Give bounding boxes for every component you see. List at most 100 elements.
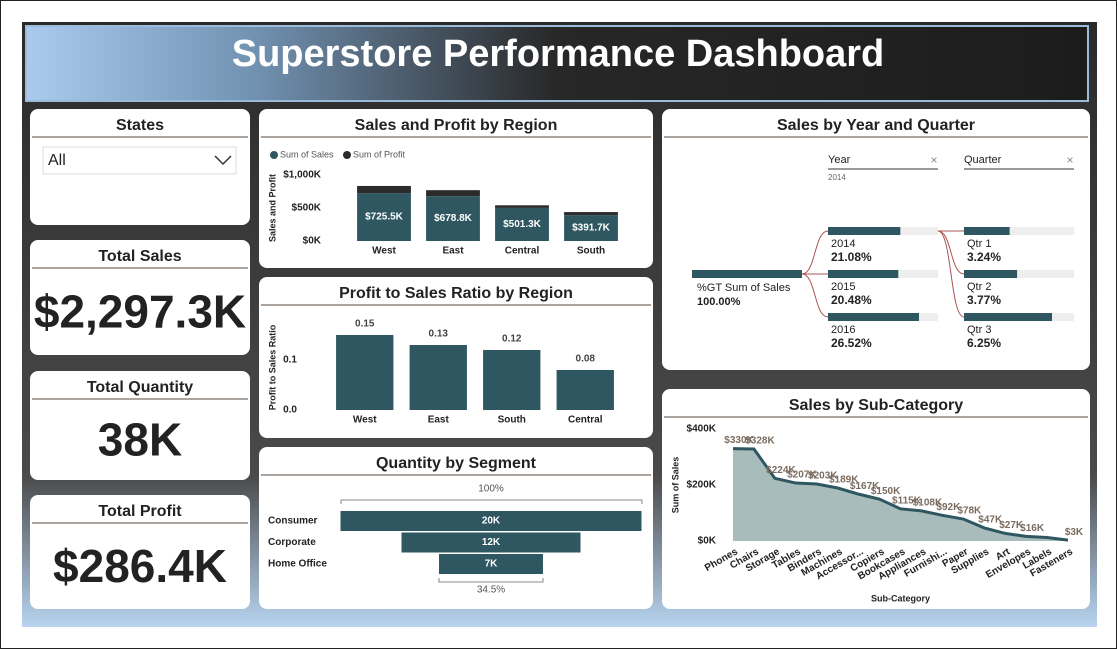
- x-tick-label: Central: [568, 415, 603, 426]
- funnel-bottom-label: 34.5%: [477, 585, 505, 596]
- data-label: 0.15: [355, 319, 375, 330]
- funnel-value: 12K: [482, 537, 501, 548]
- bar: [357, 193, 411, 241]
- data-label: $150K: [871, 486, 901, 497]
- data-label: 0.08: [576, 354, 596, 365]
- data-label: $167K: [850, 481, 880, 492]
- node-bar[interactable]: [828, 313, 919, 321]
- y-tick-label: $1,000K: [283, 170, 322, 181]
- y-axis-label: Sum of Sales: [670, 457, 680, 514]
- data-label: $92K: [936, 502, 961, 513]
- node-bar[interactable]: [828, 270, 899, 278]
- title-bar: [25, 25, 1089, 102]
- x-tick-label: East: [428, 415, 450, 426]
- legend-label: Sum of Sales: [280, 149, 334, 159]
- x-tick-label: South: [577, 246, 605, 257]
- bar: [409, 345, 467, 410]
- funnel-top-label: 100%: [478, 484, 504, 495]
- filter-selection: 2014: [828, 173, 846, 182]
- legend-marker: [270, 151, 278, 159]
- kpi-value: 38K: [98, 414, 182, 466]
- node-track: [964, 270, 1074, 278]
- node-track: [964, 227, 1074, 235]
- data-label: $3K: [1065, 527, 1084, 538]
- filter-label: Quarter: [964, 154, 1002, 166]
- y-tick-label: $200K: [687, 480, 717, 491]
- panel-title: Sales and Profit by Region: [355, 117, 558, 134]
- connector: [937, 230, 965, 275]
- panel: [30, 371, 250, 480]
- panel-title: Total Profit: [98, 503, 182, 520]
- node-value: 3.77%: [967, 293, 1001, 307]
- bar: [556, 370, 614, 410]
- data-label: $47K: [978, 515, 1003, 526]
- x-tick-label: West: [353, 415, 377, 426]
- dashboard-title: Superstore Performance Dashboard: [232, 33, 885, 75]
- bar: [483, 350, 541, 410]
- line: [732, 447, 1069, 542]
- data-label: $330K: [724, 435, 754, 446]
- node-value: 20.48%: [831, 293, 872, 307]
- category-label: Corporate: [268, 537, 316, 548]
- bar: [426, 196, 480, 241]
- y-tick-label: $0K: [303, 236, 322, 247]
- x-tick-label: West: [372, 246, 396, 257]
- node-label: 2015: [831, 281, 855, 293]
- bracket: [438, 578, 544, 583]
- filter-clear[interactable]: ×: [930, 153, 937, 167]
- kpi-value: $286.4K: [53, 540, 227, 592]
- panel-title: Sales by Year and Quarter: [777, 117, 975, 134]
- filter-label: Year: [828, 154, 851, 166]
- category-label: Consumer: [268, 516, 318, 527]
- y-tick-label: 0.0: [283, 405, 297, 416]
- node-bar[interactable]: [828, 227, 901, 235]
- y-tick-label: $400K: [687, 424, 717, 435]
- data-label: $78K: [957, 506, 982, 517]
- node-value: 21.08%: [831, 250, 872, 264]
- data-label: $115K: [892, 495, 922, 506]
- dropdown-value: All: [48, 152, 66, 169]
- dropdown[interactable]: [42, 146, 237, 175]
- bar: [336, 335, 394, 410]
- data-label: $501.3K: [503, 219, 542, 230]
- connector: [801, 273, 829, 318]
- data-label: $328K: [745, 436, 775, 447]
- panel-title: Profit to Sales Ratio by Region: [339, 285, 573, 302]
- node-label: Qtr 3: [967, 324, 991, 336]
- x-tick-label: South: [498, 415, 526, 426]
- data-label: $725.5K: [365, 212, 404, 223]
- node-label: Qtr 1: [967, 238, 991, 250]
- panel-title: Sales by Sub-Category: [789, 397, 963, 414]
- chevron: [214, 155, 232, 166]
- panel-title: Total Quantity: [87, 379, 193, 396]
- y-tick-label: $0K: [698, 536, 717, 547]
- funnel-bar: [340, 511, 642, 531]
- node-value: 26.52%: [831, 336, 872, 350]
- data-label: $189K: [829, 475, 859, 486]
- data-label: $16K: [1020, 523, 1045, 534]
- node-value: 6.25%: [967, 336, 1001, 350]
- filter-clear[interactable]: ×: [1066, 153, 1073, 167]
- node-label: 2016: [831, 324, 855, 336]
- panel-title: Quantity by Segment: [376, 455, 537, 472]
- y-tick-label: 0.1: [283, 355, 297, 366]
- bar: [495, 207, 549, 241]
- panel: [662, 109, 1090, 370]
- node-value: 100.00%: [697, 296, 741, 308]
- data-label: $207K: [787, 470, 817, 481]
- data-label: 0.13: [429, 329, 449, 340]
- category-label: Home Office: [268, 559, 327, 570]
- node-bar[interactable]: [964, 227, 1010, 235]
- funnel-bar: [401, 532, 581, 553]
- bar: [495, 205, 549, 208]
- data-label: $678.8K: [434, 213, 473, 224]
- panel-title: Total Sales: [98, 248, 181, 265]
- node-label: 2014: [831, 238, 855, 250]
- node-bar[interactable]: [964, 313, 1052, 321]
- y-axis-label: Profit to Sales Ratio: [267, 324, 277, 410]
- node-bar[interactable]: [964, 270, 1018, 278]
- connector: [801, 230, 829, 275]
- x-tick-label: East: [442, 246, 464, 257]
